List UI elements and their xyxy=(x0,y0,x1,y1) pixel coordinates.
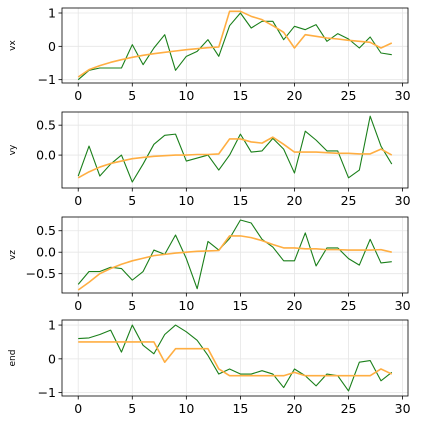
y-axis-label: vz xyxy=(8,250,18,260)
x-tick-label: 10 xyxy=(178,193,194,208)
x-tick-label: 30 xyxy=(395,401,411,416)
x-tick-label: 15 xyxy=(232,88,248,103)
x-tick-label: 0 xyxy=(74,193,82,208)
plot-frame xyxy=(61,216,409,294)
panel-vz: 0 5 10 15 20 25 30 −0.5 0.0 0.5 vz xyxy=(8,216,411,313)
y-tick-label: −1 xyxy=(38,385,56,400)
y-axis-label: vx xyxy=(8,40,18,51)
x-tick-label: 0 xyxy=(74,88,82,103)
x-tick-label: 0 xyxy=(74,401,82,416)
x-tick-label: 10 xyxy=(178,401,194,416)
y-axis-label: end xyxy=(8,350,18,367)
y-tick-label: 0 xyxy=(48,351,56,366)
plot-frame xyxy=(61,319,409,397)
series-line-green xyxy=(77,115,393,183)
x-tick-label: 15 xyxy=(232,401,248,416)
x-tick-label: 0 xyxy=(74,298,82,313)
y-tick-label: 0.0 xyxy=(36,245,56,260)
y-tick-label: 0.5 xyxy=(36,223,56,238)
x-tick-label: 25 xyxy=(341,401,357,416)
y-tick-label: −1 xyxy=(38,72,56,87)
series-line-orange xyxy=(77,10,393,78)
panel-vx: 0 5 10 15 20 25 30 −1 0 1 vx xyxy=(8,6,411,104)
y-tick-label: 0.0 xyxy=(36,148,56,163)
plot-frame xyxy=(61,7,409,84)
series-line-orange xyxy=(78,341,393,377)
plot-frame xyxy=(61,111,409,189)
x-tick-label: 5 xyxy=(128,193,136,208)
x-tick-label: 30 xyxy=(395,193,411,208)
x-tick-label: 20 xyxy=(287,298,303,313)
x-tick-label: 10 xyxy=(178,298,194,313)
y-tick-label: −0.5 xyxy=(26,266,56,281)
x-tick-label: 25 xyxy=(341,88,357,103)
x-tick-label: 20 xyxy=(287,193,303,208)
panel-vy: 0 5 10 15 20 25 30 0.0 0.5 vy xyxy=(8,111,411,208)
series-line-green xyxy=(77,12,392,81)
x-tick-label: 20 xyxy=(287,401,303,416)
y-tick-label: 0 xyxy=(48,39,56,54)
x-tick-label: 25 xyxy=(341,298,357,313)
x-tick-label: 15 xyxy=(232,298,248,313)
series-line-green xyxy=(78,324,393,392)
series-line-orange xyxy=(77,235,392,291)
series-line-green xyxy=(77,219,392,290)
x-tick-label: 30 xyxy=(395,298,411,313)
x-tick-label: 20 xyxy=(287,88,303,103)
x-tick-label: 15 xyxy=(232,193,248,208)
y-axis-label: vy xyxy=(8,144,18,155)
x-tick-label: 30 xyxy=(395,88,411,103)
x-tick-label: 25 xyxy=(341,193,357,208)
x-tick-label: 10 xyxy=(178,88,194,103)
x-tick-label: 5 xyxy=(128,401,136,416)
x-tick-label: 5 xyxy=(128,298,136,313)
y-tick-label: 1 xyxy=(48,318,56,333)
series-line-orange xyxy=(77,136,393,179)
x-tick-label: 5 xyxy=(128,88,136,103)
y-tick-label: 1 xyxy=(48,6,56,21)
panel-end: 0 5 10 15 20 25 30 −1 0 1 end xyxy=(8,318,411,416)
y-tick-label: 0.5 xyxy=(36,118,56,133)
